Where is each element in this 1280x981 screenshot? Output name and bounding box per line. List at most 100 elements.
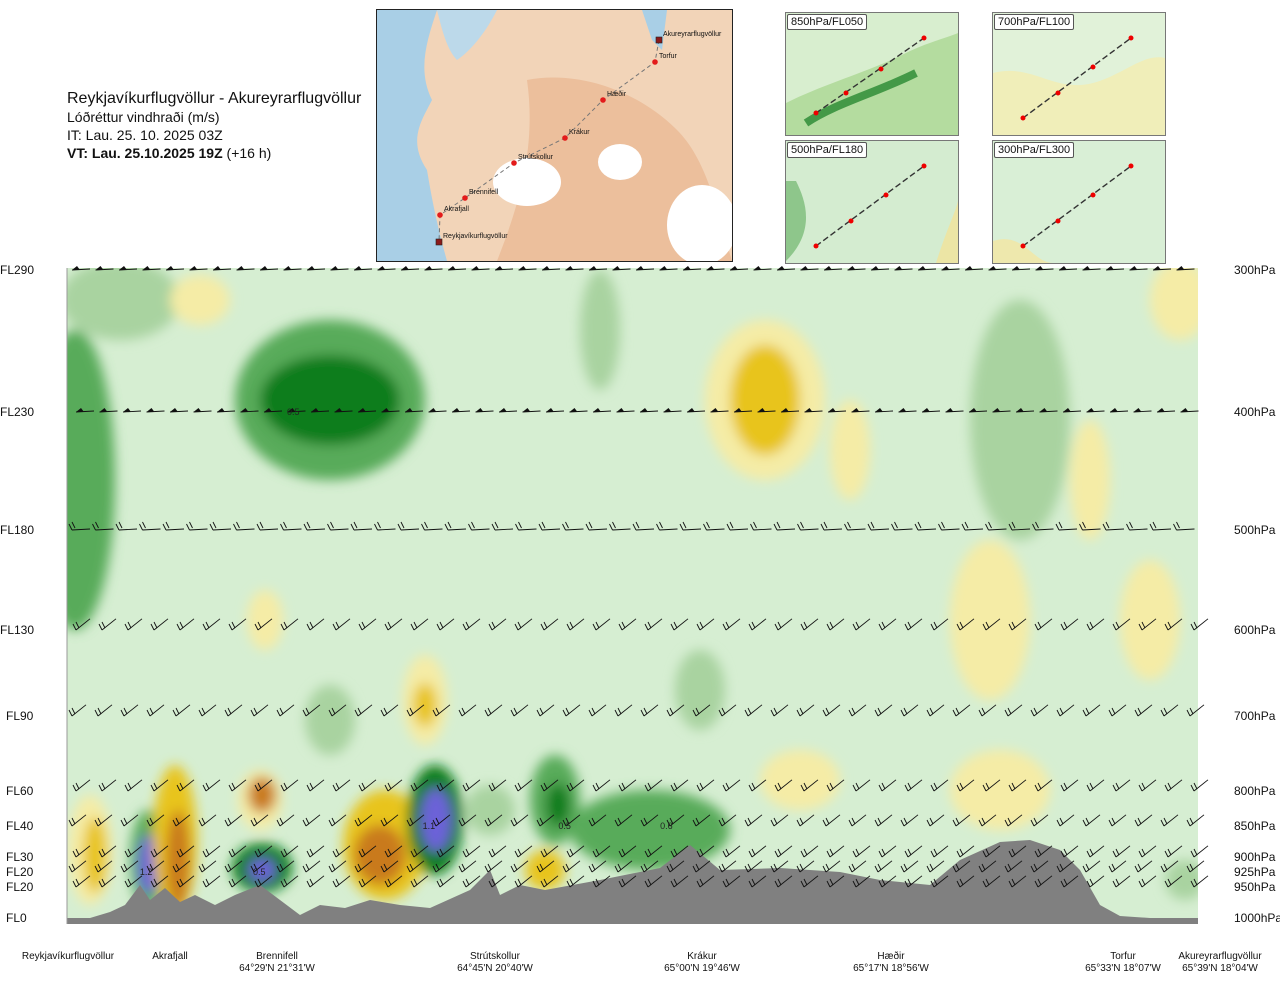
pressure-level-label: 400hPa [1234,405,1276,419]
wind-barb [139,521,161,531]
quantity-label: Lóðréttur vindhraði (m/s) [67,109,220,125]
waypoint-label: Hæðir [607,90,627,98]
flight-level-label: FL20 [6,880,34,894]
wind-barb [193,408,212,413]
wind-barb [978,704,997,717]
wind-barb [280,521,302,531]
wind-barb [796,860,815,873]
wind-barb [458,814,477,827]
wind-barb [447,266,467,271]
wind-barb [696,779,715,792]
wind-barb [773,521,796,531]
wind-barb [566,845,585,858]
velocity-cell [570,790,730,870]
wind-barb [588,860,607,873]
wind-barb [878,618,897,631]
wind-barb [334,408,353,413]
wind-barb [1190,845,1209,858]
terrain-profile [67,840,1198,924]
route-point-label: Krákur 65°00'N 19°46'W [642,951,762,975]
wind-barb [614,814,633,827]
wind-barb [930,845,949,858]
wind-barb [844,521,866,531]
wind-barb [663,408,682,413]
wind-barb [518,266,537,271]
wind-barb [692,814,711,827]
wind-barb [380,814,399,827]
route-map: Akureyrarflugvöllur Torfur Hæðir Krákur Strú… [376,9,733,262]
waypoint-label: Strútskollur [518,154,554,161]
contour-label: 0.6 [660,821,673,831]
velocity-cell [1150,268,1198,340]
wind-barb [640,704,659,717]
wind-barb [900,860,919,873]
wind-barb [280,845,299,858]
route-point-label: Akureyrarflugvöllur 65°39'N 18°04'W [1160,951,1280,975]
wind-barb [1008,618,1027,631]
route-point-name: Strútskollur [469,951,520,962]
wind-barb [1138,779,1157,792]
wind-barb [98,618,117,631]
pressure-level-label: 300hPa [1234,263,1276,277]
wind-barb [1086,618,1105,631]
wind-barb [1079,521,1101,531]
wind-barb [878,779,897,792]
velocity-cell [675,650,725,730]
level-map-300[interactable]: 300hPa/FL300 [992,140,1166,264]
wind-barb [1112,845,1131,858]
wind-barb [176,618,195,631]
wind-barb [1082,860,1101,873]
velocity-cell [525,850,565,890]
wind-barb [644,618,663,631]
pressure-level-label: 950hPa [1234,880,1276,894]
wind-barb [640,860,659,873]
wind-barb [926,814,945,827]
valid-time-text: VT: Lau. 25.10.2025 19Z [67,145,223,161]
wind-barb [659,266,678,271]
wind-barb [1060,875,1079,888]
wind-barb [1133,408,1152,413]
wind-barb [306,779,325,792]
velocity-cell [830,400,870,500]
wind-barb [332,779,351,792]
wind-barb [618,845,637,858]
wind-barb [404,408,424,413]
wind-barb [847,266,866,271]
wind-barb [468,521,490,531]
wind-barb [228,779,247,792]
flight-level-label: FL20 [6,865,34,879]
wind-barb [744,860,763,873]
wind-barb [202,845,221,858]
velocity-cell [413,683,437,727]
wind-barb [592,875,611,888]
pressure-level-label: 1000hPa [1234,911,1280,925]
wind-barb [566,875,585,888]
contour-label: 1.1 [423,821,436,831]
wind-barb [328,860,347,873]
wind-barb [696,875,715,888]
wind-barb [540,779,559,792]
level-map-500[interactable]: 500hPa/FL180 [785,140,959,264]
route-map-svg: Akureyrarflugvöllur Torfur Hæðir Krákur Strú… [377,10,732,261]
wind-barb [358,845,377,858]
wind-barb [240,408,259,413]
wind-barb [1004,860,1023,873]
wind-barb [692,704,711,717]
wind-barb [397,521,420,531]
wind-barb [536,814,555,827]
wind-barb [545,408,565,413]
wind-barb [1173,521,1195,531]
wind-barb [796,814,815,827]
level-map-850[interactable]: 850hPa/FL050 [785,12,959,136]
wind-barb [384,618,403,631]
wind-barb [150,845,169,858]
wind-barb [774,618,793,631]
wind-barb [1082,266,1101,271]
wind-barb [254,875,273,888]
wind-barb [1011,266,1031,271]
wind-barb [851,408,870,413]
wind-barb [1015,408,1035,413]
pressure-level-label: 900hPa [1234,850,1276,864]
level-map-700[interactable]: 700hPa/FL100 [992,12,1166,136]
velocity-cell [260,355,400,445]
